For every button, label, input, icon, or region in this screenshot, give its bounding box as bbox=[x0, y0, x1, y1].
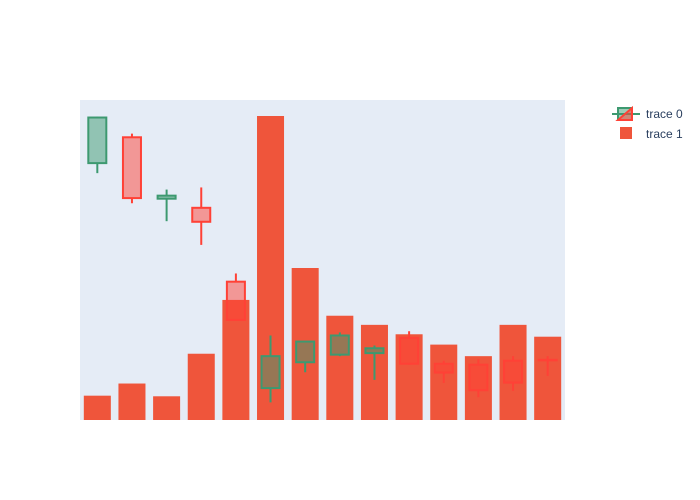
candle-12[interactable] bbox=[503, 356, 524, 391]
candle-3[interactable] bbox=[191, 187, 212, 245]
legend-candle-decreasing bbox=[615, 105, 633, 121]
candle-body bbox=[225, 280, 246, 321]
candle-11[interactable] bbox=[468, 359, 489, 398]
candle-body bbox=[433, 362, 454, 374]
candle-body bbox=[399, 336, 420, 365]
bar-7[interactable] bbox=[326, 315, 354, 420]
candle-7[interactable] bbox=[329, 332, 350, 357]
candle-1[interactable] bbox=[121, 133, 142, 204]
candle-8[interactable] bbox=[364, 345, 385, 380]
bar-series bbox=[83, 116, 562, 420]
candle-body bbox=[295, 340, 316, 364]
candle-13[interactable] bbox=[537, 356, 558, 376]
candlestick-series bbox=[87, 116, 558, 403]
legend-label-trace-1: trace 1 bbox=[646, 127, 683, 141]
candle-0[interactable] bbox=[87, 116, 108, 174]
legend: trace 0 trace 1 bbox=[612, 105, 683, 141]
candle-body bbox=[191, 206, 212, 223]
plot-background bbox=[80, 100, 565, 420]
bar-2[interactable] bbox=[153, 396, 181, 420]
bar-1[interactable] bbox=[118, 383, 146, 420]
legend-item-trace-1[interactable]: trace 1 bbox=[620, 127, 683, 141]
candle-10[interactable] bbox=[433, 360, 454, 383]
candle-body bbox=[537, 358, 558, 362]
candle-body bbox=[156, 194, 177, 200]
bar-13[interactable] bbox=[534, 336, 562, 420]
bar-0[interactable] bbox=[83, 395, 111, 420]
candle-body bbox=[503, 359, 524, 384]
bar-3[interactable] bbox=[187, 353, 215, 420]
candle-body bbox=[260, 355, 281, 390]
candle-6[interactable] bbox=[295, 340, 316, 373]
candle-2[interactable] bbox=[156, 189, 177, 222]
candle-body bbox=[329, 334, 350, 356]
candle-body bbox=[468, 363, 489, 392]
candle-4[interactable] bbox=[225, 273, 246, 321]
candle-body bbox=[121, 136, 142, 200]
candle-body bbox=[364, 347, 385, 355]
candle-body bbox=[87, 116, 108, 165]
legend-bar-swatch bbox=[620, 127, 632, 139]
legend-item-trace-0[interactable]: trace 0 bbox=[612, 105, 683, 121]
candle-5[interactable] bbox=[260, 335, 281, 403]
candle-9[interactable] bbox=[399, 331, 420, 365]
legend-label-trace-0: trace 0 bbox=[646, 107, 683, 121]
